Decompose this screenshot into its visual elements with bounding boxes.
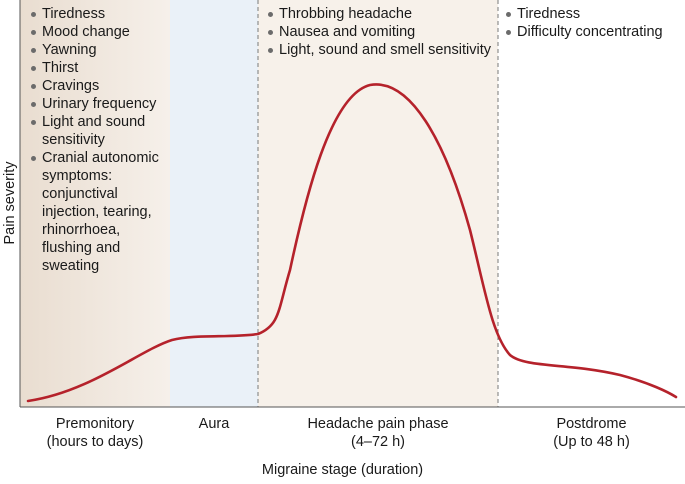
- headache-region: [258, 0, 498, 407]
- stage-duration: (Up to 48 h): [553, 434, 630, 450]
- stage-name: Premonitory: [55, 416, 135, 432]
- stage-label-premonitory: Premonitory (hours to days): [20, 415, 170, 451]
- x-axis-label: Migraine stage (duration): [261, 462, 424, 478]
- stage-duration: (hours to days): [46, 434, 144, 450]
- symptom-item: Urinary frequency: [30, 95, 168, 113]
- stage-label-aura: Aura: [170, 415, 258, 433]
- aura-region: [170, 0, 258, 407]
- pain-severity-curve: [26, 83, 678, 403]
- stage-duration: (4–72 h): [350, 434, 405, 450]
- stage-name: Aura: [198, 416, 230, 432]
- y-axis-label: Pain severity: [2, 161, 18, 245]
- stage-name: Headache pain phase: [307, 416, 449, 432]
- headache-symptom-list: Throbbing headache Nausea and vomiting L…: [267, 5, 497, 59]
- symptom-item: Nausea and vomiting: [267, 23, 497, 41]
- symptom-item: Cranial autonomic symptoms: conjunctival…: [30, 149, 168, 275]
- symptom-item: Tiredness: [30, 5, 168, 23]
- stage-label-headache: Headache pain phase (4–72 h): [258, 415, 498, 451]
- symptom-item: Thirst: [30, 59, 168, 77]
- premonitory-symptom-list: Tiredness Mood change Yawning Thirst Cra…: [30, 5, 168, 275]
- postdrome-symptom-list: Tiredness Difficulty concentrating: [505, 5, 681, 41]
- symptom-item: Tiredness: [505, 5, 681, 23]
- symptom-item: Light and sound sensitivity: [30, 113, 168, 149]
- symptom-item: Difficulty concentrating: [505, 23, 681, 41]
- stage-name: Postdrome: [556, 416, 627, 432]
- symptom-item: Light, sound and smell sensitivity: [267, 41, 497, 59]
- stage-label-postdrome: Postdrome (Up to 48 h): [498, 415, 685, 451]
- symptom-item: Cravings: [30, 77, 168, 95]
- symptom-item: Throbbing headache: [267, 5, 497, 23]
- symptom-item: Yawning: [30, 41, 168, 59]
- symptom-item: Mood change: [30, 23, 168, 41]
- premonitory-region: [20, 0, 170, 407]
